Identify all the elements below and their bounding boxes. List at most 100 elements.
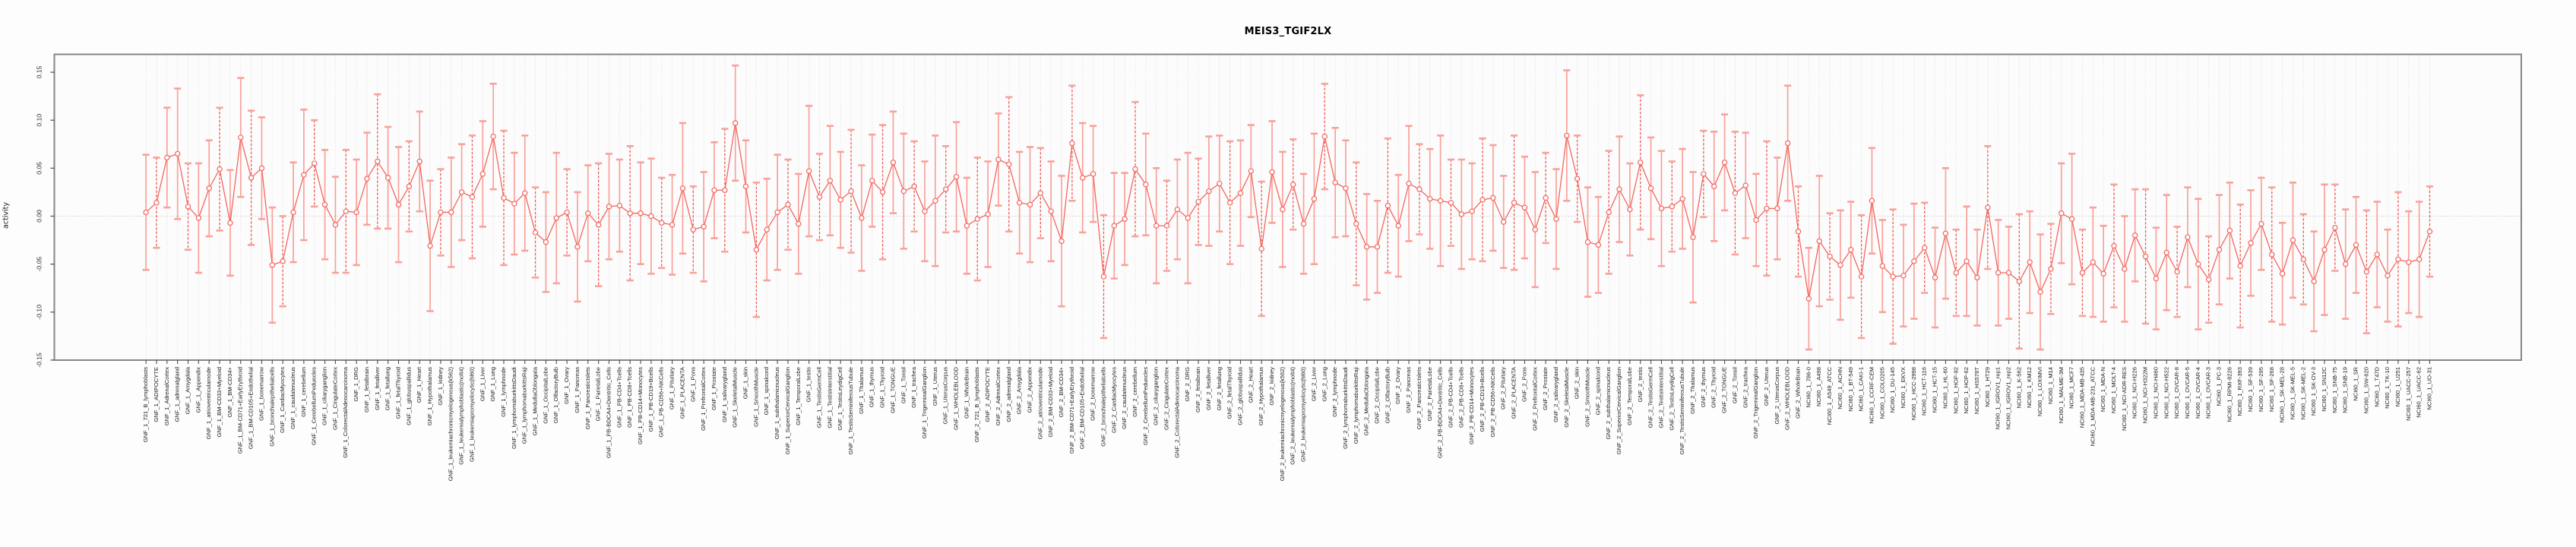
x-tick-label: GNF_2_SmoothMuscle [1584,367,1591,427]
x-tick-label: GNF_1_atrioventricularnode [205,367,212,439]
x-tick-label: GNF_1_trachea [910,366,917,408]
data-point [2374,251,2380,258]
x-tick-label: GNF_1_SmoothMuscle [752,367,759,427]
data-point [1764,205,1770,212]
x-tick-label: GNF_2_lymphnode [1331,367,1338,417]
x-tick-label: GNF_2_leukemialymphoblastic(molt4) [1290,367,1296,465]
data-point [564,209,570,216]
data-point [143,209,149,216]
data-point [248,175,255,181]
data-point [195,215,202,221]
data-point [2163,249,2169,256]
x-tick-label: GNF_2_PancreaticIslets [1416,367,1422,430]
x-tick-label: GNF_2_AdrenalCortex [995,367,1002,425]
x-tick-label: GNF_2_thymus [1700,367,1707,407]
data-point [2343,261,2349,267]
y-tick-label: -0.10 [35,305,43,320]
data-point [574,244,581,250]
data-point [2132,232,2138,239]
data-point [1027,201,1033,208]
data-point [2185,234,2191,240]
x-tick-label: GNF_2_Liver [1310,367,1317,402]
x-tick-label: GNF_2_subthalamicnucleus [1605,367,1612,440]
x-tick-label: GNF_2_caudatenucleus [1121,367,1128,429]
x-tick-label: GNF_2_TemporalLobe [1626,367,1633,425]
x-tick-label: GNF_1_TrigeminalGanglion [921,367,928,438]
data-point [2332,224,2338,231]
x-tick-label: NCI60_1_SN12C [2321,366,2328,411]
data-point [2068,216,2075,222]
x-tick-label: NCI60_1_MDA-MB-435 [2078,367,2085,428]
data-point [1153,223,1160,229]
data-point [1638,160,1644,166]
x-tick-label: GNF_1_kidney [437,367,444,406]
x-tick-label: NCI60_1_SW-620 [2362,367,2369,414]
x-tick-label: GNF_2_721_B_lymphoblasts [973,367,980,442]
x-tick-label: NCI60_1_CAKI-1 [1858,367,1865,412]
data-point [816,194,823,200]
x-tick-label: GNF_1_leukemialymphoblastic(molt4) [458,367,465,465]
data-point [174,150,181,157]
data-point [2195,261,2201,267]
data-point [1532,226,1538,232]
data-point [1258,245,1264,252]
data-point [1543,194,1549,201]
x-tick-label: GNF_2_CerebellumPeduncles [1142,367,1149,445]
data-point [2100,270,2106,277]
data-point [1132,166,1138,172]
data-point [448,209,454,216]
x-tick-label: GNF_2_BM-CD105+Endothelial [1079,367,1086,450]
x-tick-label: GNF_2_WholeBrain [1795,367,1802,419]
data-point [438,209,444,216]
x-tick-label: GNF_1_Heart [416,366,422,403]
x-tick-label: NCI60_1_SF-539 [2247,367,2254,412]
x-tick-label: NCI60_1_HS578T [1973,367,1980,414]
x-tick-label: NCI60_1_NCI-ADR-RES [2121,367,2128,431]
x-tick-label: GNF_2_CingulateCortex [1163,367,1170,430]
x-tick-label: GNF_2_Heart [1247,366,1254,403]
data-point [2248,240,2254,246]
x-tick-label: NCI60_1_U251 [2394,367,2401,406]
x-tick-label: NCI60_1_CCRF-CEM [1868,367,1875,424]
x-tick-label: NCI60_1_786-0 [1805,367,1812,408]
data-point [1953,270,1959,276]
x-tick-label: GNF_1_PB-CD8+Tcells [626,367,633,428]
data-point [616,202,623,209]
x-tick-label: GNF_1_BM-CD105+Endothelial [248,367,255,450]
x-tick-label: GNF_2_fetalliver [1205,367,1212,410]
x-tick-label: GNF_2_ADIPOCYTE [984,367,991,422]
data-point [1217,180,1223,187]
x-tick-label: NCI60_1_SK-MEL-5 [2289,367,2296,419]
x-tick-label: NCI60_1_SNB-75 [2331,367,2338,413]
y-tick-label: -0.05 [35,257,43,272]
data-point [1469,208,1475,214]
data-point [1606,209,1612,216]
x-tick-label: GNF_1_TestisLeydigCell [837,367,843,431]
data-point [1669,204,1676,210]
x-tick-label: NCI60_1_DU-145 [1889,367,1896,413]
x-tick-label: GNF_2_OlfactoryBulb [1384,367,1391,423]
x-tick-label: NCI60_1_UACC-62 [2416,367,2423,418]
data-point [1900,273,1907,279]
x-tick-label: GNF_2_MedullaOblongata [1363,366,1370,435]
data-point [543,239,549,245]
x-tick-label: GNF_1_caudatenucleus [290,367,296,429]
data-point [1343,185,1349,191]
x-tick-label: GNF_2_Prostate [1542,367,1549,410]
data-point [1374,244,1381,250]
data-point [364,175,370,182]
data-point [2122,266,2128,272]
x-tick-label: GNF_1_spinalcord [763,367,770,415]
x-tick-label: GNF_1_salivarygland [721,367,728,422]
data-point [1280,206,1286,213]
data-point [1721,160,1728,166]
x-tick-label: NCI60_1_HT29 [1984,367,1991,407]
x-tick-label: GNF_1_PLACENTA [679,366,685,419]
x-tick-label: GNF_2_OccipitalLobe [1374,367,1381,424]
y-tick-label: 0.05 [35,162,43,175]
x-tick-label: GNF_1_CingulateCortex [331,367,338,430]
data-point [690,226,696,232]
data-point [2385,273,2391,279]
data-point [553,215,559,221]
x-tick-label: GNF_2_bonemarrow [1090,366,1097,420]
